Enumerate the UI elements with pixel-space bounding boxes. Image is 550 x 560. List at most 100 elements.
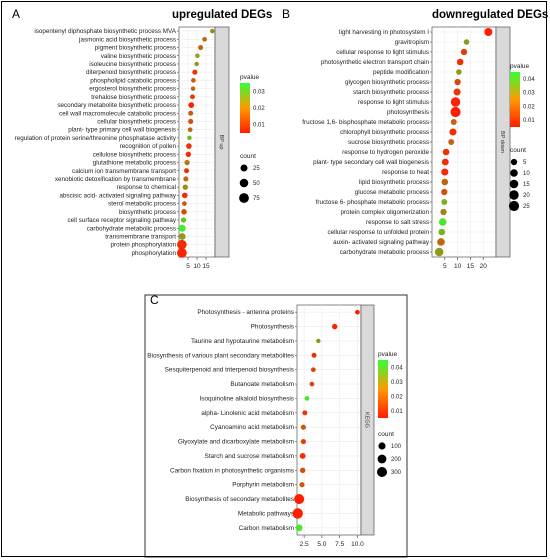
y-tick-label: glutathione metabolic process [93,160,176,167]
y-tick-label: response to chemical [116,184,176,191]
y-tick-label: alpha- Linolenic acid metabolism [201,410,294,417]
data-point [438,218,447,226]
data-point [192,69,198,75]
y-tick-label: abscisic acid- activated signaling pathw… [59,192,176,199]
data-point [176,248,187,258]
panel-letter: C [150,293,159,307]
data-point [449,128,457,136]
y-tick-label: Photosynthesis - antenna proteins [197,309,294,316]
y-tick-label: protein complex oligomerization [340,209,429,216]
data-point [448,139,455,145]
legend-pvalue-tick: 0.03 [523,91,535,97]
legend-count-label: 300 [391,470,402,476]
data-point [295,524,303,532]
x-tick-label: 10 [454,263,462,270]
data-point [440,208,447,216]
data-point [188,102,195,108]
legend-count-dot [239,193,249,203]
panel-title: upregulated DEGs [172,9,272,21]
legend-pvalue-tick: 0.01 [523,118,535,124]
data-point [184,159,190,166]
y-tick-label: recognition of pollen [120,143,177,150]
data-point [194,61,199,67]
data-point [450,106,461,118]
data-point [190,94,195,100]
legend-count-dot [240,164,248,172]
y-tick-label: cellular response to unfolded protein [327,229,429,236]
legend-count-dot [239,178,249,188]
y-tick-label: sucrose biosynthetic process [348,139,429,146]
legend-count-label: 100 [391,444,402,450]
y-tick-label: isopentenyl diphosphate biosynthetic pro… [34,28,176,35]
y-tick-label: cellulose biosynthetic process [93,151,176,158]
y-tick-label: cell surface receptor signaling pathway [67,217,176,224]
data-point [187,127,193,133]
data-point [304,396,310,401]
data-point [188,118,194,124]
x-tick-label: 5 [186,263,190,270]
y-tick-label: plant- type secondary cell wall biogenes… [313,159,429,166]
data-point [454,78,461,86]
y-tick-label: light harvesting in photosystem I [339,29,429,36]
y-tick-label: Taurine and hypotaurine metabolism [191,338,294,345]
data-point [180,217,187,223]
legend-count-label: 10 [523,171,530,177]
data-point [184,168,190,174]
y-tick-label: ergosterol biosynthetic process [89,86,176,93]
data-point [316,338,321,344]
data-point [441,178,449,186]
y-tick-label: response to hydrogen peroxide [342,149,429,156]
y-tick-label: auxin- activated signaling pathway [333,239,430,246]
legend-count-label: 50 [253,181,260,187]
y-tick-label: peptide modification [373,69,430,76]
y-tick-label: carbohydrate metabolic process [340,249,429,256]
legend-pvalue-title: pvalue [240,74,260,81]
y-tick-label: regulation of protein serine/threonine p… [15,135,177,142]
facet-strip-label: BP up [218,135,224,150]
data-point [300,424,306,430]
data-point [191,78,196,83]
x-tick-label: 15 [467,263,475,270]
data-point [441,188,448,196]
y-tick-label: sterol metabolic process [108,201,176,208]
data-point [181,209,187,215]
y-tick-label: valine biosynthetic process [101,53,176,60]
data-point [302,410,308,416]
y-tick-label: Biosynthesis of various plant secondary … [147,352,294,359]
y-tick-label: glucose metabolic process [355,189,429,196]
data-point [300,467,306,473]
legend-count-label: 25 [253,166,260,172]
data-point [198,45,204,51]
y-tick-label: gravitropism [395,39,429,46]
y-tick-label: xenobiotic detoxification by transmembra… [55,176,177,183]
y-tick-label: Starch and sucrose metabolism [204,453,294,460]
data-point [450,97,461,107]
y-tick-label: trehalose biosynthetic process [91,94,176,101]
y-tick-label: photosynthetic electron transport chain [321,59,430,66]
y-tick-label: Isoquinoline alkaloid biosynthesis [200,395,295,402]
data-point [453,88,461,96]
x-tick-label: 2.5 [300,541,309,548]
data-point [456,69,462,75]
legend-count-title: count [378,431,394,438]
y-tick-label: isoleucine biosynthetic process [89,61,176,68]
legend-pvalue-tick: 0.01 [253,123,265,129]
legend-colorbar [510,72,520,127]
data-point [177,239,187,250]
data-point [188,110,194,116]
y-tick-label: Butanoate metabolism [230,381,294,388]
data-point [178,233,186,240]
legend-count-dot [376,466,388,478]
legend-pvalue-title: pvalue [378,351,398,358]
data-point [311,352,317,358]
data-point [456,58,464,66]
y-tick-label: calcium ion transmembrane transport [72,168,176,175]
legend-count-dot [378,442,386,450]
y-tick-label: jasmonic acid biosynthetic process [78,36,176,43]
data-point [437,238,445,246]
legend-count-dot [377,454,387,464]
facet-strip [214,26,230,258]
